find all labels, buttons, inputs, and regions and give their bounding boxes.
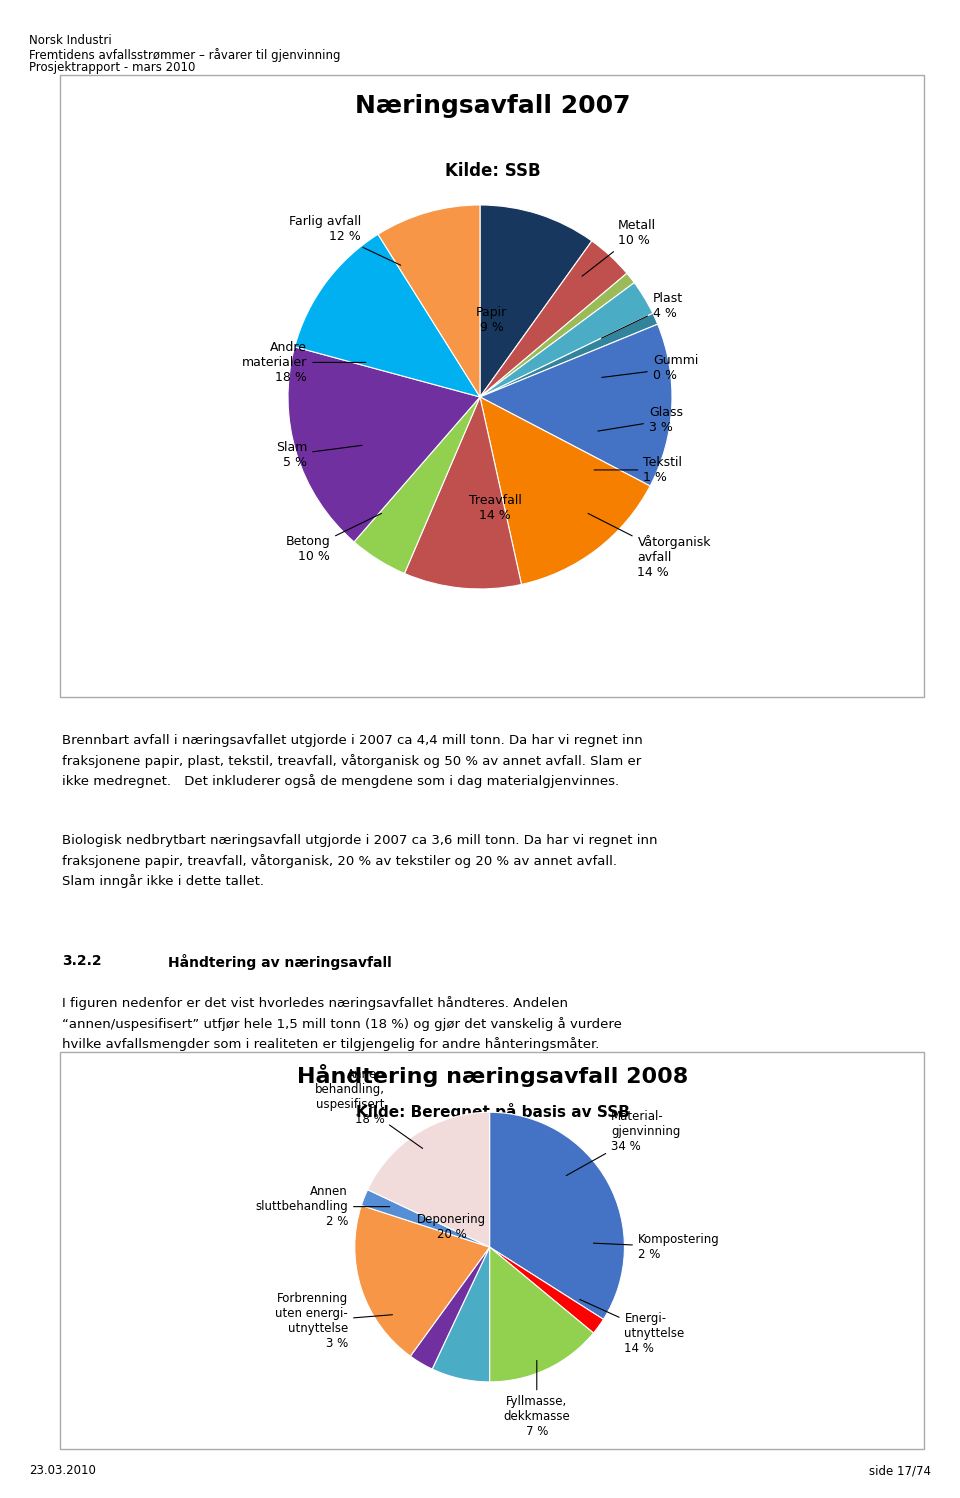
- Text: Plast
4 %: Plast 4 %: [602, 292, 683, 339]
- Text: I figuren nedenfor er det vist hvorledes næringsavfallet håndteres. Andelen
“ann: I figuren nedenfor er det vist hvorledes…: [62, 996, 622, 1052]
- Text: Håndtering av næringsavfall: Håndtering av næringsavfall: [168, 954, 392, 971]
- Text: Farlig avfall
12 %: Farlig avfall 12 %: [289, 216, 400, 265]
- Wedge shape: [288, 348, 480, 542]
- Wedge shape: [480, 313, 658, 397]
- Text: Kilde: SSB: Kilde: SSB: [444, 162, 540, 180]
- Text: Kilde: Beregnet på basis av SSB: Kilde: Beregnet på basis av SSB: [355, 1103, 630, 1121]
- Text: Papir
9 %: Papir 9 %: [476, 306, 507, 334]
- Text: Biologisk nedbrytbart næringsavfall utgjorde i 2007 ca 3,6 mill tonn. Da har vi : Biologisk nedbrytbart næringsavfall utgj…: [62, 834, 658, 888]
- Text: 3.2.2: 3.2.2: [62, 954, 102, 968]
- Wedge shape: [480, 241, 627, 397]
- Text: Forbrenning
uten energi-
utnyttelse
3 %: Forbrenning uten energi- utnyttelse 3 %: [276, 1293, 393, 1350]
- Text: Fyllmasse,
dekkmasse
7 %: Fyllmasse, dekkmasse 7 %: [503, 1360, 570, 1438]
- Wedge shape: [480, 324, 672, 485]
- Text: Brennbart avfall i næringsavfallet utgjorde i 2007 ca 4,4 mill tonn. Da har vi r: Brennbart avfall i næringsavfallet utgjo…: [62, 734, 643, 788]
- Wedge shape: [490, 1246, 593, 1381]
- Wedge shape: [490, 1112, 624, 1320]
- Text: Material-
gjenvinning
34 %: Material- gjenvinning 34 %: [566, 1110, 681, 1176]
- Text: Treavfall
14 %: Treavfall 14 %: [468, 494, 522, 523]
- Wedge shape: [355, 1206, 490, 1356]
- Text: Glass
3 %: Glass 3 %: [598, 406, 683, 434]
- Wedge shape: [490, 1246, 604, 1333]
- Text: Andre
materialer
18 %: Andre materialer 18 %: [242, 342, 366, 383]
- Text: Norsk Industri: Norsk Industri: [29, 34, 111, 48]
- Text: Næringsavfall 2007: Næringsavfall 2007: [355, 93, 630, 117]
- Wedge shape: [361, 1189, 490, 1246]
- Wedge shape: [480, 273, 635, 397]
- Text: Håndtering næringsavfall 2008: Håndtering næringsavfall 2008: [297, 1064, 688, 1086]
- Text: Kompostering
2 %: Kompostering 2 %: [593, 1233, 720, 1261]
- Wedge shape: [480, 283, 653, 397]
- Text: Energi-
utnyttelse
14 %: Energi- utnyttelse 14 %: [580, 1299, 684, 1354]
- Text: Annen
behandling,
uspesifisert
18 %: Annen behandling, uspesifisert 18 %: [315, 1068, 422, 1149]
- Wedge shape: [368, 1112, 490, 1246]
- Text: Tekstil
1 %: Tekstil 1 %: [594, 455, 683, 484]
- Text: Betong
10 %: Betong 10 %: [285, 514, 381, 563]
- Wedge shape: [295, 234, 480, 397]
- Wedge shape: [410, 1246, 490, 1369]
- Wedge shape: [354, 397, 480, 574]
- Text: Prosjektrapport - mars 2010: Prosjektrapport - mars 2010: [29, 61, 195, 75]
- Text: Metall
10 %: Metall 10 %: [582, 219, 657, 276]
- Wedge shape: [480, 205, 592, 397]
- Text: side 17/74: side 17/74: [869, 1464, 931, 1477]
- Wedge shape: [432, 1246, 490, 1381]
- Text: Slam
5 %: Slam 5 %: [276, 440, 362, 469]
- Text: Annen
sluttbehandling
2 %: Annen sluttbehandling 2 %: [255, 1185, 390, 1228]
- Wedge shape: [378, 205, 480, 397]
- Text: Gummi
0 %: Gummi 0 %: [602, 354, 698, 382]
- Text: Deponering
20 %: Deponering 20 %: [418, 1213, 487, 1240]
- Text: Fremtidens avfallsstrømmer – råvarer til gjenvinning: Fremtidens avfallsstrømmer – råvarer til…: [29, 48, 340, 61]
- Wedge shape: [480, 397, 650, 584]
- Wedge shape: [404, 397, 521, 589]
- Text: 23.03.2010: 23.03.2010: [29, 1464, 96, 1477]
- Text: Våtorganisk
avfall
14 %: Våtorganisk avfall 14 %: [588, 514, 711, 580]
